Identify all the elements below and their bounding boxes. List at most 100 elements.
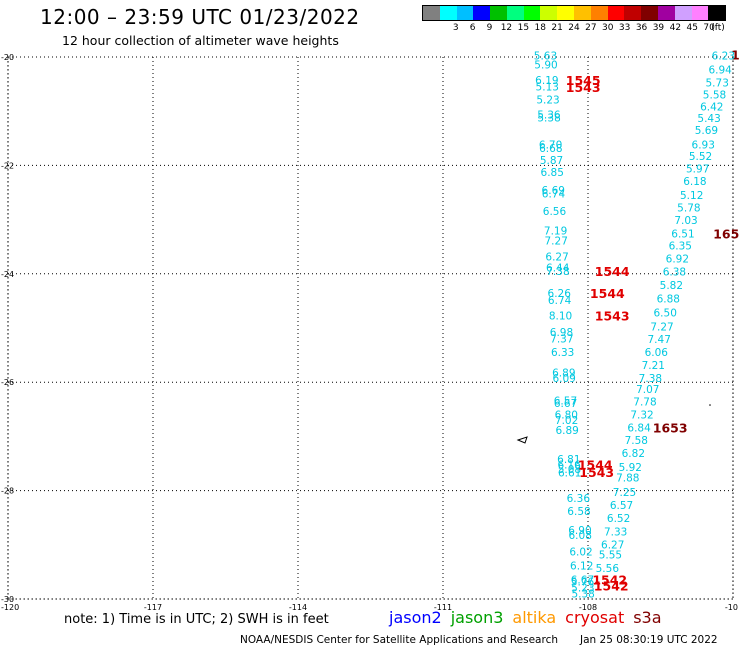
island-outline [516,436,528,444]
satellite-jason2: jason2 [389,608,442,627]
lon-label: -111 [434,603,452,612]
legend-label: 12 [500,23,513,33]
legend-label: 36 [635,23,648,33]
time-label: 1543 [579,465,614,480]
lon-label: -10 [725,603,738,612]
swh-value: 5.56 [596,563,620,575]
swh-value: 7.07 [636,384,659,396]
swh-value: 6.69 [542,185,565,197]
lat-label: -28 [1,487,14,496]
chart-title: 12:00 – 23:59 UTC 01/23/2022 [40,5,360,29]
swh-value: 5.82 [660,280,683,292]
swh-value: 5.90 [534,60,557,72]
legend-swatch [523,6,541,20]
legend-label: 18 [534,23,546,33]
swh-value: 5.97 [686,164,709,176]
swh-value: 5.52 [689,151,712,163]
legend-swatch [574,6,591,20]
swh-value: 6.09 [552,373,575,385]
swh-value: 6.50 [654,307,677,319]
satellite-legend: jason2 jason3 altika cryosat s3a [389,608,671,627]
swh-value: 5.76 [571,577,595,589]
swh-value: 6.89 [552,367,575,379]
swh-value: 7.88 [616,473,639,485]
legend-labels: 3 6 9 12 15 18 21 24 27 30 33 36 39 42 45 70 (ft) [422,21,726,35]
lat-label: -30 [1,595,14,604]
swh-value: 6.33 [551,347,574,359]
swh-value: 5.78 [677,203,700,215]
swh-value: 6.81 [557,454,580,466]
swh-value: 8.10 [549,311,572,323]
swh-value: 7.78 [633,397,656,409]
swh-value: 7.32 [630,410,653,422]
legend-label: 39 [652,23,665,33]
legend-swatch [423,6,440,20]
lon-label: -114 [289,603,307,612]
swh-value: 5.43 [697,113,720,125]
swh-value: 6.35 [669,241,692,253]
swh-value: 6.38 [663,267,686,279]
swh-value: 7.19 [544,225,567,237]
swh-value: 6.89 [555,425,578,437]
satellite-altika: altika [512,608,557,627]
swh-value: 7.33 [604,526,627,538]
legend-swatch [674,6,692,20]
legend-swatch [456,6,474,20]
swh-value: 6.67 [571,574,594,586]
legend-label: 24 [568,23,580,33]
legend-label: 45 [686,23,698,33]
swh-value: 6.52 [607,513,630,525]
lon-label: -120 [1,603,19,612]
swh-value: 6.88 [657,294,680,306]
swh-value: 6.93 [692,139,715,151]
time-label: 1652 [713,227,740,242]
swh-value: 5.58 [703,89,726,101]
swh-value: 5.63 [534,50,557,62]
swh-value: 6.58 [567,506,590,518]
swh-value: 6.56 [543,206,567,218]
legend-label: 6 [469,23,476,33]
satellite-jason3: jason3 [450,608,504,627]
swh-value: 5.38 [537,113,560,125]
swh-value: 5.73 [706,77,729,89]
swh-value: 6.94 [708,64,732,76]
swh-value: 7.47 [648,334,671,346]
swh-value: 6.27 [601,539,624,551]
time-label: 1544 [595,264,630,279]
lon-label: -108 [579,603,597,612]
swh-value: 7.25 [613,487,636,499]
legend-swatch [540,6,558,20]
legend-label: 42 [669,23,682,33]
legend-swatch [708,6,726,20]
swh-value: 5.08 [558,464,581,476]
swh-value: 6.68 [539,143,562,155]
map-frame [7,56,734,600]
swh-value: 6.85 [541,167,564,179]
swh-value: 6.51 [671,229,694,241]
time-label: 1544 [590,286,625,301]
legend-swatch [490,6,507,20]
time-label: 1544 [578,458,613,473]
time-label: 1542 [594,578,629,593]
swh-value: 5.87 [540,155,563,167]
lat-label: -24 [1,270,14,279]
legend-label: 9 [486,23,493,33]
swh-value: 7.58 [625,435,648,447]
legend-label: 70 [703,23,715,33]
legend-swatch [607,6,625,20]
swh-value: 5.69 [695,125,718,137]
swh-value: 7.38 [546,266,569,278]
generated-timestamp: Jan 25 08:30:19 UTC 2022 [580,634,718,646]
swh-value: 6.74 [542,189,566,201]
lon-label: -117 [144,603,162,612]
satellite-s3a: s3a [633,608,662,627]
legend-unit: (ft) [711,23,725,33]
swh-value: 7.27 [650,321,673,333]
footer-note: note: 1) Time is in UTC; 2) SWH is in fe… [64,612,329,627]
swh-value: 6.36 [567,493,591,505]
swh-value: 6.82 [622,448,645,460]
legend-swatch [506,6,524,20]
swh-value: 6.57 [610,500,633,512]
swh-value: 7.37 [550,333,573,345]
swh-value: 6.27 [545,251,568,263]
